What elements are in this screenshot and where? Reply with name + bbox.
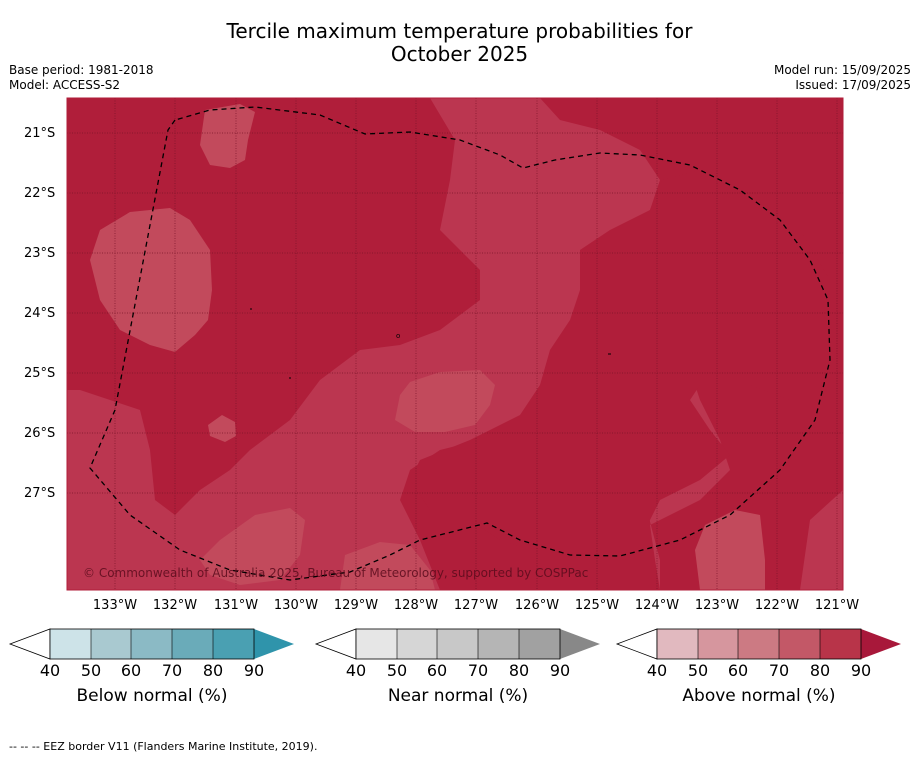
- lat-label-25s: 25°S: [24, 366, 56, 381]
- lat-label-23s: 23°S: [24, 246, 56, 261]
- colorbar-2-segment-1: [698, 629, 738, 659]
- lon-label-127w: 127°W: [453, 598, 499, 613]
- map-frame: [66, 97, 844, 591]
- lon-label-123w: 123°W: [694, 598, 740, 613]
- cb-below-tick-60: 60: [120, 661, 142, 680]
- map-gridlines: [67, 98, 843, 590]
- copyright-text: © Commonwealth of Australia 2025, Bureau…: [83, 566, 588, 580]
- light-patch-west: [90, 208, 212, 352]
- colorbar-0-segment-1: [91, 629, 131, 659]
- cb-above-tick-70: 70: [768, 661, 790, 680]
- colorbar-2-segment-5: [861, 629, 901, 659]
- cb-near-label: Near normal (%): [387, 686, 529, 706]
- light-patch-center: [395, 370, 495, 432]
- colorbar-0-segment-0: [50, 629, 91, 659]
- model-run-text: Model run: 15/09/2025: [773, 63, 911, 77]
- lon-label-133w: 133°W: [92, 598, 138, 613]
- colorbar-2-segment-4: [820, 629, 861, 659]
- cb-near-tick-50: 50: [386, 661, 408, 680]
- lon-label-124w: 124°W: [634, 598, 680, 613]
- colorbar-1-segment-1: [397, 629, 437, 659]
- lat-label-27s: 27°S: [24, 486, 56, 501]
- cb-near-tick-60: 60: [426, 661, 448, 680]
- map-title-line2: October 2025: [390, 42, 529, 66]
- eez-footer-note: -- -- -- EEZ border V11 (Flanders Marine…: [9, 740, 318, 753]
- colorbar-0-segment-2: [131, 629, 172, 659]
- colorbar-0-segment-5: [254, 629, 294, 659]
- colorbar-below-normal: [8, 628, 294, 660]
- island-mark-1: o: [396, 332, 400, 340]
- lon-label-129w: 129°W: [333, 598, 379, 613]
- colorbar-1-segment-5: [560, 629, 600, 659]
- colorbar-2-segment-0: [657, 629, 698, 659]
- light-patch-southeast: [695, 510, 765, 590]
- cb-near-tick-90: 90: [549, 661, 571, 680]
- dark-region-north: [67, 98, 480, 515]
- cb-below-tick-50: 50: [80, 661, 102, 680]
- light-patch-islet: [208, 415, 236, 442]
- light-patch-north: [200, 104, 255, 168]
- colorbar-1-segment-0: [356, 629, 397, 659]
- colorbar-2-segment-2: [738, 629, 779, 659]
- cb-above-label: Above normal (%): [682, 686, 836, 706]
- colorbar-1-segment-2: [437, 629, 478, 659]
- eez-border: [89, 106, 831, 581]
- lon-label-121w: 121°W: [814, 598, 860, 613]
- colorbar-0-segment-4: [213, 629, 254, 659]
- colorbar-2-segment-3: [779, 629, 820, 659]
- cb-below-tick-40: 40: [39, 661, 61, 680]
- cb-below-tick-90: 90: [243, 661, 265, 680]
- colorbar-1-segment-4: [519, 629, 560, 659]
- lat-label-22s: 22°S: [24, 186, 56, 201]
- cb-below-label: Below normal (%): [76, 686, 228, 706]
- light-patch-south: [340, 542, 435, 590]
- lon-label-122w: 122°W: [754, 598, 800, 613]
- colorbar-near-normal: [314, 628, 600, 660]
- lon-label-130w: 130°W: [273, 598, 319, 613]
- light-patch-southwest: [200, 508, 305, 585]
- lon-label-131w: 131°W: [213, 598, 259, 613]
- lon-label-125w: 125°W: [574, 598, 620, 613]
- cb-above-tick-40: 40: [646, 661, 668, 680]
- colorbar-0-segment-3: [172, 629, 213, 659]
- lon-label-126w: 126°W: [514, 598, 560, 613]
- model-text: Model: ACCESS-S2: [9, 78, 121, 92]
- base-period-text: Base period: 1981-2018: [9, 63, 154, 77]
- dark-region-center: [410, 170, 835, 560]
- cb-near-tick-70: 70: [467, 661, 489, 680]
- cb-below-tick-80: 80: [202, 661, 224, 680]
- lat-label-26s: 26°S: [24, 426, 56, 441]
- cb-near-tick-40: 40: [345, 661, 367, 680]
- cb-below-tick-70: 70: [161, 661, 183, 680]
- colorbar-1-segment-3: [478, 629, 519, 659]
- cb-above-tick-50: 50: [687, 661, 709, 680]
- cb-near-tick-80: 80: [508, 661, 530, 680]
- lat-label-24s: 24°S: [24, 306, 56, 321]
- map-title-line1: Tercile maximum temperature probabilitie…: [226, 19, 693, 43]
- issued-text: Issued: 17/09/2025: [795, 78, 911, 92]
- cb-above-tick-80: 80: [809, 661, 831, 680]
- cb-above-tick-60: 60: [727, 661, 749, 680]
- lon-label-132w: 132°W: [152, 598, 198, 613]
- lat-label-21s: 21°S: [24, 126, 56, 141]
- cb-above-tick-90: 90: [850, 661, 872, 680]
- colorbar-above-normal: [615, 628, 901, 660]
- lon-label-128w: 128°W: [393, 598, 439, 613]
